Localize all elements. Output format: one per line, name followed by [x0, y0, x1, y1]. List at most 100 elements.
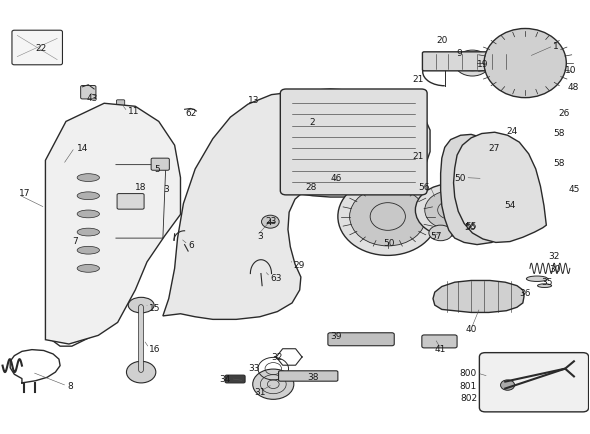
Ellipse shape	[77, 247, 100, 254]
Text: 31: 31	[254, 387, 266, 396]
Text: 27: 27	[489, 144, 500, 152]
Text: 11: 11	[127, 107, 139, 116]
FancyBboxPatch shape	[278, 371, 338, 381]
Ellipse shape	[77, 229, 100, 237]
Text: 8: 8	[67, 381, 73, 390]
Ellipse shape	[415, 184, 483, 237]
Ellipse shape	[350, 187, 426, 247]
Text: 802: 802	[460, 393, 477, 402]
Text: 35: 35	[542, 277, 553, 286]
Text: 28: 28	[306, 182, 317, 191]
Ellipse shape	[484, 30, 566, 99]
Text: 7: 7	[72, 236, 78, 245]
Text: 1: 1	[553, 42, 559, 51]
Text: 46: 46	[330, 174, 342, 183]
Text: 48: 48	[568, 83, 579, 92]
Ellipse shape	[500, 380, 514, 390]
Text: 5: 5	[154, 165, 160, 174]
Ellipse shape	[478, 164, 499, 183]
Ellipse shape	[77, 192, 100, 200]
Text: 56: 56	[418, 182, 430, 191]
Text: 33: 33	[248, 363, 260, 372]
Polygon shape	[433, 281, 524, 313]
FancyBboxPatch shape	[280, 90, 427, 195]
Text: 17: 17	[19, 189, 31, 198]
Text: 45: 45	[569, 184, 580, 194]
Ellipse shape	[72, 237, 96, 244]
Ellipse shape	[493, 149, 514, 168]
Text: 18: 18	[135, 182, 147, 191]
Ellipse shape	[508, 193, 529, 212]
Ellipse shape	[72, 179, 96, 186]
Text: 3: 3	[257, 232, 263, 241]
Ellipse shape	[128, 298, 154, 313]
Ellipse shape	[261, 216, 279, 229]
Ellipse shape	[463, 163, 507, 195]
FancyBboxPatch shape	[422, 53, 526, 72]
Text: 43: 43	[87, 94, 99, 103]
Text: 3: 3	[163, 184, 169, 194]
FancyBboxPatch shape	[480, 353, 589, 412]
Polygon shape	[45, 104, 181, 344]
FancyBboxPatch shape	[497, 362, 571, 399]
Text: 32: 32	[549, 251, 560, 260]
Ellipse shape	[72, 218, 96, 225]
FancyBboxPatch shape	[328, 333, 394, 346]
Text: 40: 40	[466, 325, 477, 334]
FancyBboxPatch shape	[12, 31, 63, 66]
Text: 801: 801	[460, 381, 477, 390]
Text: 19: 19	[477, 59, 489, 69]
Text: 21: 21	[413, 75, 424, 83]
Text: 50: 50	[383, 238, 395, 247]
FancyBboxPatch shape	[81, 86, 96, 100]
FancyBboxPatch shape	[117, 194, 144, 210]
Ellipse shape	[142, 184, 152, 191]
Text: 16: 16	[149, 344, 161, 353]
Text: 10: 10	[565, 66, 576, 75]
Text: 15: 15	[149, 303, 161, 312]
Ellipse shape	[77, 174, 100, 182]
Ellipse shape	[72, 256, 96, 263]
Ellipse shape	[340, 175, 363, 194]
Ellipse shape	[425, 191, 474, 230]
Ellipse shape	[493, 207, 514, 227]
Text: 6: 6	[188, 240, 194, 250]
Text: 21: 21	[413, 152, 424, 161]
Text: 62: 62	[185, 109, 196, 118]
Text: 50: 50	[454, 174, 466, 183]
Text: 38: 38	[307, 372, 319, 381]
Text: 56: 56	[464, 222, 476, 231]
FancyBboxPatch shape	[116, 101, 124, 111]
Ellipse shape	[526, 276, 548, 282]
Ellipse shape	[338, 178, 438, 256]
Polygon shape	[454, 133, 546, 243]
FancyBboxPatch shape	[422, 335, 457, 348]
Text: 32: 32	[272, 353, 283, 362]
Text: 55: 55	[466, 221, 477, 230]
Text: 800: 800	[460, 368, 477, 378]
FancyBboxPatch shape	[225, 375, 245, 383]
Text: 20: 20	[436, 36, 447, 45]
Ellipse shape	[537, 284, 552, 288]
Ellipse shape	[253, 369, 294, 399]
Text: 57: 57	[430, 232, 441, 241]
Text: 36: 36	[519, 288, 531, 297]
Ellipse shape	[429, 226, 453, 241]
Polygon shape	[441, 135, 507, 245]
Text: 58: 58	[553, 128, 565, 138]
Ellipse shape	[126, 362, 156, 383]
Text: 22: 22	[35, 44, 47, 53]
Text: 23: 23	[266, 217, 277, 226]
Text: 9: 9	[457, 49, 463, 58]
Text: 24: 24	[507, 126, 518, 135]
Text: 39: 39	[330, 331, 342, 340]
Text: 2: 2	[310, 118, 316, 127]
Ellipse shape	[478, 193, 499, 212]
Text: 58: 58	[553, 158, 565, 168]
Text: 14: 14	[77, 144, 88, 152]
Ellipse shape	[284, 99, 294, 187]
Ellipse shape	[455, 51, 490, 77]
FancyBboxPatch shape	[151, 159, 169, 171]
Text: 13: 13	[248, 96, 260, 105]
Text: 41: 41	[435, 344, 446, 353]
